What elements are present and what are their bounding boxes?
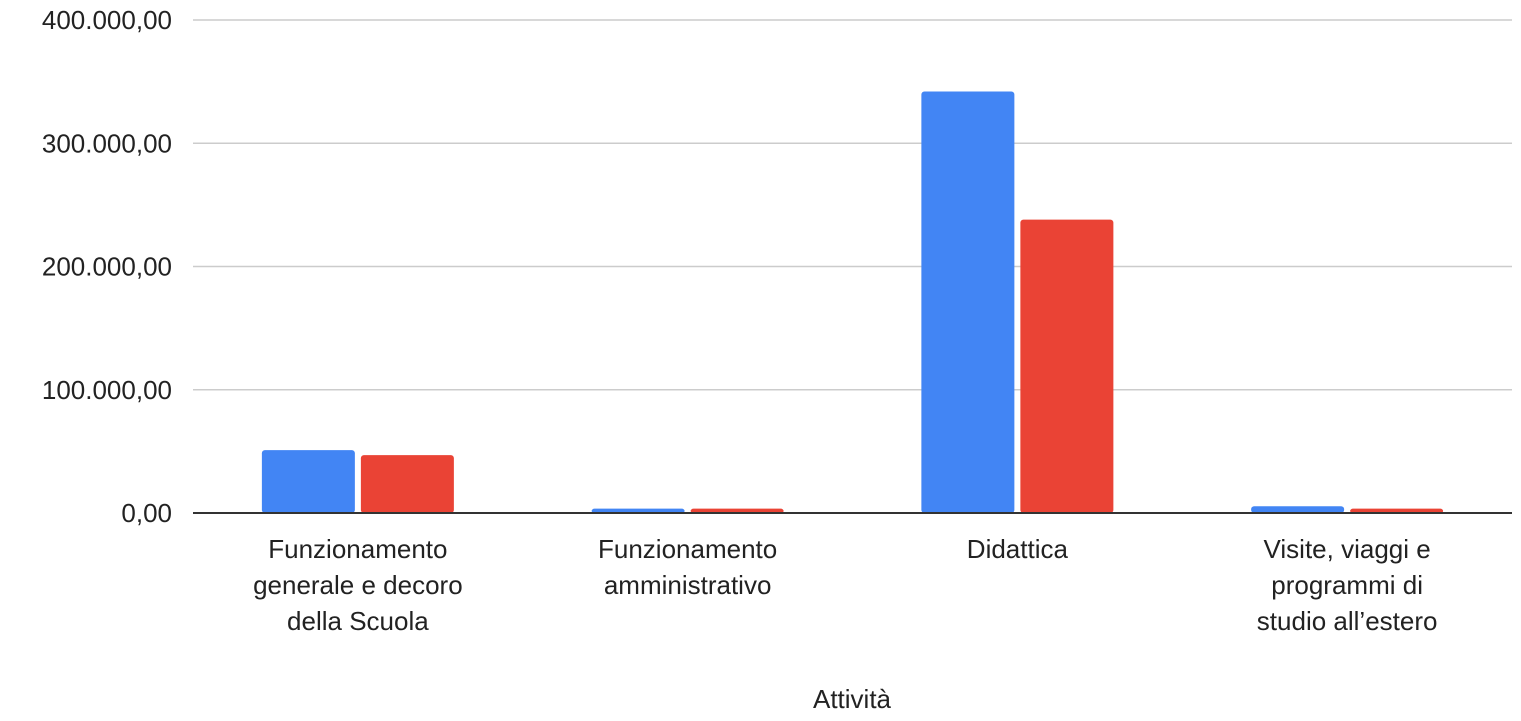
bar [921,91,1015,514]
x-category-label: Funzionamento [268,534,447,564]
x-category-label: della Scuola [287,606,429,636]
bar [591,508,685,513]
y-tick-label: 0,00 [121,498,172,528]
y-axis-tick-labels: 0,00 100.000,00 200.000,00 300.000,00 400.00… [42,5,172,528]
y-tick-label: 400.000,00 [42,5,172,35]
bar [261,450,355,513]
x-category-label: programmi di [1271,570,1423,600]
x-axis-category-labels: Funzionamento generale e decoro della Scuo… [253,534,1437,636]
bar [690,508,784,513]
x-category-label: generale e decoro [253,570,463,600]
x-category-label: studio all’estero [1257,606,1438,636]
gridlines [193,19,1512,514]
x-category-label: Didattica [967,534,1069,564]
x-category-label: Funzionamento [598,534,777,564]
bar [360,455,454,513]
bar [1251,506,1345,513]
bar [1020,219,1114,514]
x-axis-title: Attività [813,684,892,714]
x-category-label: Visite, viaggi e [1264,534,1431,564]
bars [193,91,1512,514]
y-tick-label: 200.000,00 [42,252,172,282]
bar [1350,508,1444,513]
y-tick-label: 100.000,00 [42,375,172,405]
x-category-label: amministrativo [604,570,772,600]
y-tick-label: 300.000,00 [42,128,172,158]
